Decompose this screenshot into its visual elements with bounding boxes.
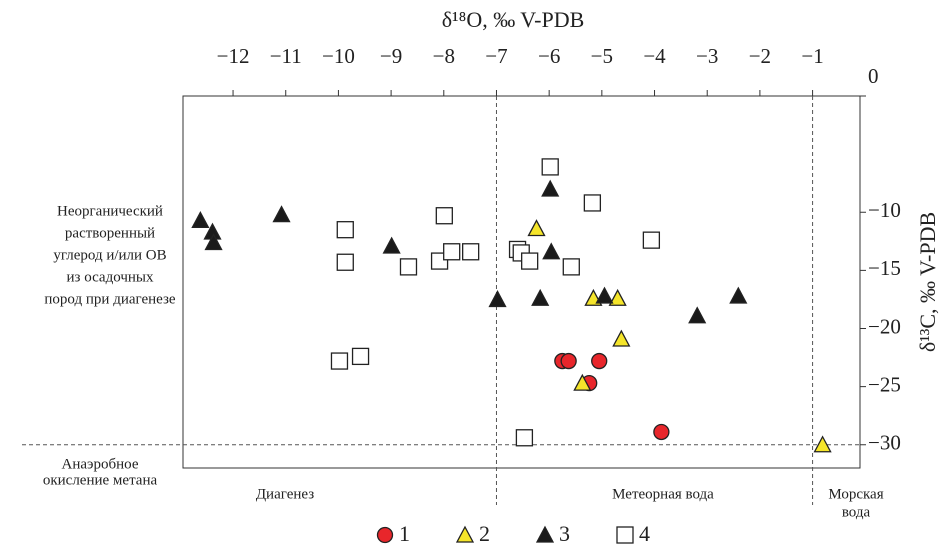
legend-marker [616, 526, 634, 544]
point [653, 423, 670, 441]
x-tick-label: −4 [643, 44, 666, 68]
point [399, 258, 418, 276]
x-tick-label: −5 [591, 44, 613, 68]
point [515, 429, 534, 447]
legend-label: 1 [399, 521, 410, 546]
point [443, 243, 461, 261]
point [462, 243, 480, 261]
point [729, 286, 748, 304]
point [488, 290, 507, 308]
point [595, 286, 614, 304]
x-tick-label: −12 [217, 44, 250, 68]
point [688, 306, 707, 324]
legend-marker [376, 526, 394, 544]
point [435, 207, 453, 225]
point [336, 221, 354, 239]
x-tick-label: −9 [380, 44, 402, 68]
point [521, 252, 539, 270]
y-tick-label: 0 [868, 64, 879, 88]
point [541, 158, 559, 176]
point [204, 233, 223, 251]
x-tick-label: −10 [322, 44, 355, 68]
plot-frame [182, 95, 861, 469]
y-axis-label: δ¹³C, ‰ V-PDB [915, 212, 940, 352]
point [542, 242, 561, 260]
point [330, 352, 349, 370]
point [642, 231, 661, 249]
region-label: Диагенез [256, 486, 314, 502]
region-label: Метеорная вода [612, 486, 714, 502]
legend-label: 4 [639, 521, 650, 546]
legend-marker [455, 525, 475, 543]
point [612, 329, 631, 347]
point [191, 211, 210, 229]
point [272, 205, 291, 223]
x-tick-label: −2 [749, 44, 771, 68]
y-tick-label: −10 [868, 198, 901, 222]
y-tick-label: −20 [868, 314, 901, 338]
x-tick-label: −3 [696, 44, 718, 68]
annotation: пород при диагенезе [44, 291, 176, 307]
x-tick-label: −6 [538, 44, 560, 68]
point [351, 347, 370, 366]
point [813, 435, 832, 453]
point [560, 352, 577, 370]
region-label: вода [842, 504, 871, 520]
annotation: окисление метана [43, 472, 158, 488]
annotation: углерод и/или ОВ [53, 247, 166, 263]
y-tick-label: −25 [868, 372, 901, 396]
y-tick-label: −15 [868, 256, 901, 280]
y-tick-label: −30 [868, 431, 901, 455]
legend-label: 2 [479, 521, 490, 546]
point [562, 258, 580, 276]
point [531, 288, 550, 306]
chart-title: δ¹⁸O, ‰ V-PDB [442, 7, 585, 32]
point [527, 219, 546, 237]
x-tick-label: −11 [270, 44, 302, 68]
point [573, 373, 592, 391]
point [382, 236, 401, 254]
region-label: Морская [828, 486, 883, 502]
annotation: растворенный [65, 225, 155, 241]
point [336, 253, 354, 271]
point [591, 352, 608, 370]
x-tick-label: −8 [433, 44, 455, 68]
annotation: Анаэробное [62, 456, 139, 472]
annotation: из осадочных [67, 269, 154, 285]
point [541, 179, 560, 197]
legend-marker [535, 525, 555, 543]
annotation: Неорганический [57, 203, 163, 219]
point [608, 288, 627, 306]
x-tick-label: −1 [801, 44, 823, 68]
legend-label: 3 [559, 521, 570, 546]
x-tick-label: −7 [485, 44, 507, 68]
point [583, 194, 602, 212]
